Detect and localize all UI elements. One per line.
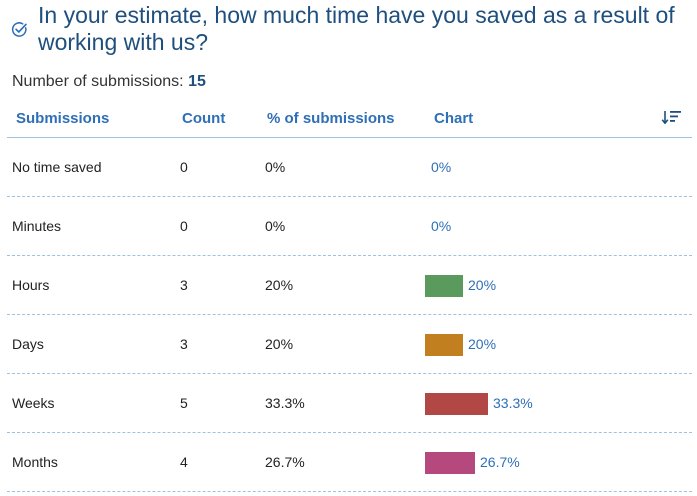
row-chart-cell: 20%: [425, 256, 685, 314]
row-chart-cell: 26.7%: [425, 433, 685, 491]
row-chart-cell: 0%: [425, 138, 685, 196]
row-percent: 33.3%: [265, 395, 305, 411]
question-header: In your estimate, how much time have you…: [10, 0, 690, 60]
row-bar-label: 20%: [468, 336, 497, 352]
table-body: No time saved 0 0% 0% Minutes 0 0% 0% Hours 3 20% 2…: [7, 138, 692, 492]
row-count: 5: [180, 395, 188, 411]
row-bar: [425, 393, 488, 415]
column-header-percent: % of submissions: [267, 110, 395, 127]
row-percent: 20%: [265, 336, 294, 352]
column-header-count: Count: [182, 110, 226, 127]
row-bar-label: 20%: [468, 277, 497, 293]
row-count: 0: [180, 218, 188, 234]
table-row: Days 3 20% 20%: [7, 315, 692, 374]
row-bar: [425, 452, 475, 474]
submissions-summary: Number of submissions: 15: [12, 72, 206, 92]
table-row: Hours 3 20% 20%: [7, 256, 692, 315]
row-percent: 0%: [265, 159, 286, 175]
table-header: Submissions Count % of submissions Chart: [7, 101, 692, 138]
row-label: Hours: [12, 277, 50, 293]
table-row: Minutes 0 0% 0%: [7, 197, 692, 256]
row-percent: 20%: [265, 277, 294, 293]
row-label: No time saved: [12, 159, 102, 175]
row-chart-cell: 33.3%: [425, 374, 685, 432]
row-count: 4: [180, 454, 188, 470]
row-label: Weeks: [12, 395, 55, 411]
row-label: Days: [12, 336, 44, 352]
row-count: 3: [180, 277, 188, 293]
row-label: Months: [12, 454, 58, 470]
row-count: 3: [180, 336, 188, 352]
row-bar-label: 26.7%: [480, 454, 520, 470]
row-count: 0: [180, 159, 188, 175]
row-bar: [425, 275, 463, 297]
row-percent: 26.7%: [265, 454, 305, 470]
row-bar-label: 33.3%: [493, 395, 533, 411]
submissions-count: 15: [188, 73, 206, 90]
table-row: Weeks 5 33.3% 33.3%: [7, 374, 692, 433]
column-header-submissions: Submissions: [16, 110, 110, 127]
sort-descending-icon[interactable]: [661, 108, 683, 128]
row-percent: 0%: [265, 218, 286, 234]
table-row: Months 4 26.7% 26.7%: [7, 433, 692, 492]
question-title: In your estimate, how much time have you…: [38, 2, 675, 55]
table-row: No time saved 0 0% 0%: [7, 138, 692, 197]
submissions-label: Number of submissions:: [12, 73, 184, 90]
check-circle-icon: [11, 22, 27, 37]
row-chart-cell: 20%: [425, 315, 685, 373]
row-bar: [425, 334, 463, 356]
row-label: Minutes: [12, 218, 62, 234]
results-table: Submissions Count % of submissions Chart…: [7, 101, 692, 492]
row-bar-label: 0%: [431, 159, 452, 175]
row-chart-cell: 0%: [425, 197, 685, 255]
column-header-chart: Chart: [434, 110, 474, 127]
row-bar-label: 0%: [431, 218, 452, 234]
